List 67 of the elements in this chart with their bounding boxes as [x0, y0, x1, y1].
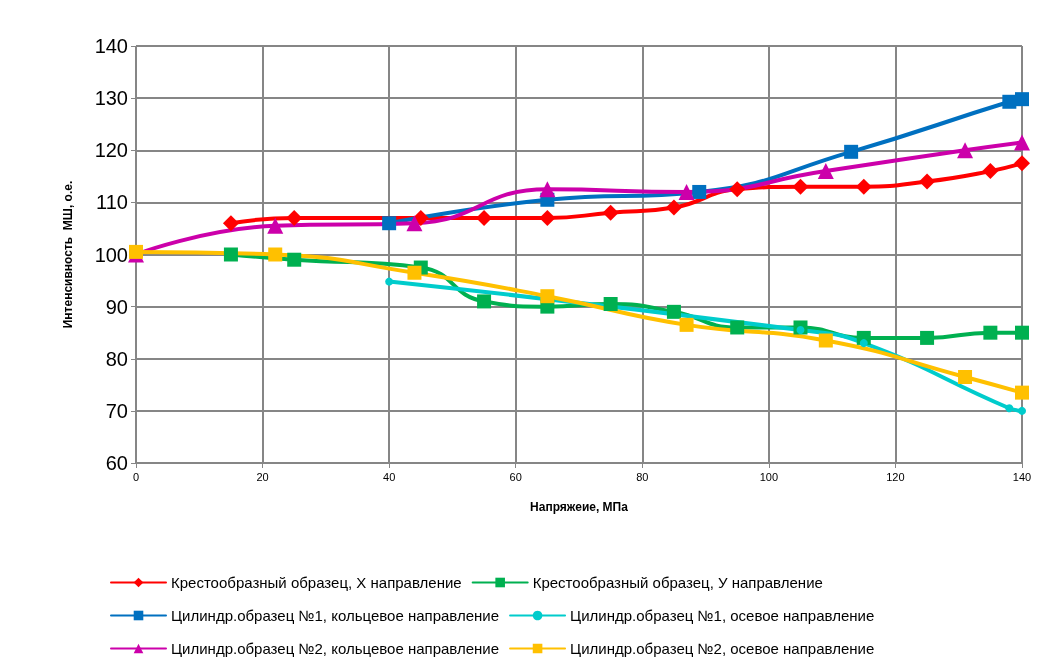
point: [287, 252, 302, 267]
legend-label: Цилиндр.образец №1, кольцевое направление: [171, 607, 500, 624]
point: [222, 215, 239, 232]
point: [729, 181, 746, 198]
point: [539, 210, 556, 227]
legend-label: Цилиндр.образец №1, осевое направление: [570, 607, 875, 624]
x-axis-title: Напряжеие, МПа: [530, 500, 629, 514]
point: [982, 163, 999, 180]
y-tick-label: 100: [94, 243, 128, 266]
point: [477, 294, 492, 309]
point: [666, 304, 681, 319]
x-tick-label: 120: [886, 470, 905, 483]
point: [817, 163, 834, 180]
point: [983, 325, 998, 340]
y-axis-title: Интенсивность МШ, о.е.: [61, 180, 75, 329]
y-tick-label: 110: [96, 191, 128, 214]
point: [1018, 406, 1026, 415]
point: [1005, 404, 1014, 413]
x-tick-label: 40: [383, 470, 396, 483]
point: [1015, 325, 1029, 340]
point: [859, 339, 868, 348]
legend-label: Цилиндр.образец №2, осевое направление: [570, 640, 875, 657]
x-tick-label: 0: [132, 470, 140, 483]
point: [1002, 94, 1017, 109]
point: [958, 369, 973, 384]
y-tick-label: 120: [94, 139, 128, 162]
point: [730, 320, 745, 335]
x-tick-label: 20: [256, 470, 269, 483]
point: [602, 204, 619, 221]
point: [692, 184, 707, 199]
point: [792, 178, 809, 195]
point: [539, 181, 556, 198]
point: [678, 183, 695, 200]
point: [407, 265, 422, 280]
y-tick-label: 90: [105, 295, 128, 318]
y-tick-label: 70: [105, 399, 128, 422]
legend-label: Крестообразный образец, У направление: [532, 574, 823, 591]
point: [268, 247, 283, 262]
point: [540, 289, 555, 304]
y-tick-label: 130: [94, 87, 128, 110]
point: [855, 178, 872, 195]
x-tick-label: 60: [509, 470, 522, 483]
legend-label: Крестообразный образец, X направление: [171, 574, 462, 591]
point: [919, 173, 936, 190]
point: [223, 247, 238, 262]
point: [129, 244, 143, 259]
legend-label: Цилиндр.образец №2, кольцевое направление: [171, 640, 500, 657]
point: [406, 215, 423, 232]
point: [1015, 92, 1029, 107]
point: [844, 144, 859, 159]
point: [920, 330, 935, 345]
point: [603, 297, 618, 312]
point: [385, 277, 394, 286]
point: [679, 317, 694, 332]
y-tick-label: 140: [94, 35, 128, 57]
point: [1014, 155, 1030, 172]
x-tick-label: 140: [1012, 470, 1032, 483]
point: [1015, 385, 1029, 400]
point: [665, 199, 682, 216]
point: [267, 217, 284, 234]
point: [1014, 134, 1030, 151]
point: [382, 216, 397, 231]
point: [818, 333, 833, 348]
y-tick-label: 80: [105, 347, 128, 370]
point: [957, 142, 974, 159]
x-tick-label: 100: [759, 470, 779, 483]
x-tick-label: 80: [636, 470, 649, 483]
